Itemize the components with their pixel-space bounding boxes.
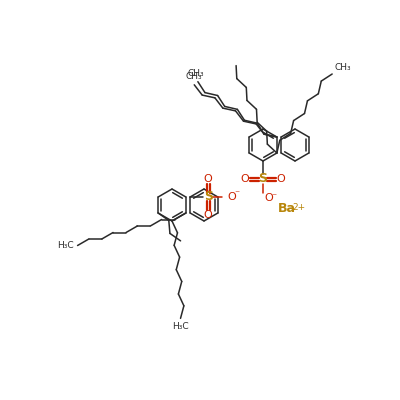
Text: O: O <box>241 174 249 184</box>
Text: CH₃: CH₃ <box>188 69 204 78</box>
Text: ⁻: ⁻ <box>271 192 276 202</box>
Text: O: O <box>227 192 236 202</box>
Text: ⁻: ⁻ <box>234 189 239 199</box>
Text: O: O <box>204 174 212 184</box>
Text: H₃C: H₃C <box>57 241 74 250</box>
Text: S: S <box>204 190 213 204</box>
Text: O: O <box>277 174 285 184</box>
Text: O: O <box>264 193 273 203</box>
Text: 2+: 2+ <box>292 202 305 212</box>
Text: Ba: Ba <box>278 202 296 216</box>
Text: CH₃: CH₃ <box>186 72 202 81</box>
Text: CH₃: CH₃ <box>334 63 351 72</box>
Text: O: O <box>204 210 212 220</box>
Text: S: S <box>258 172 268 186</box>
Text: H₃C: H₃C <box>172 322 189 331</box>
